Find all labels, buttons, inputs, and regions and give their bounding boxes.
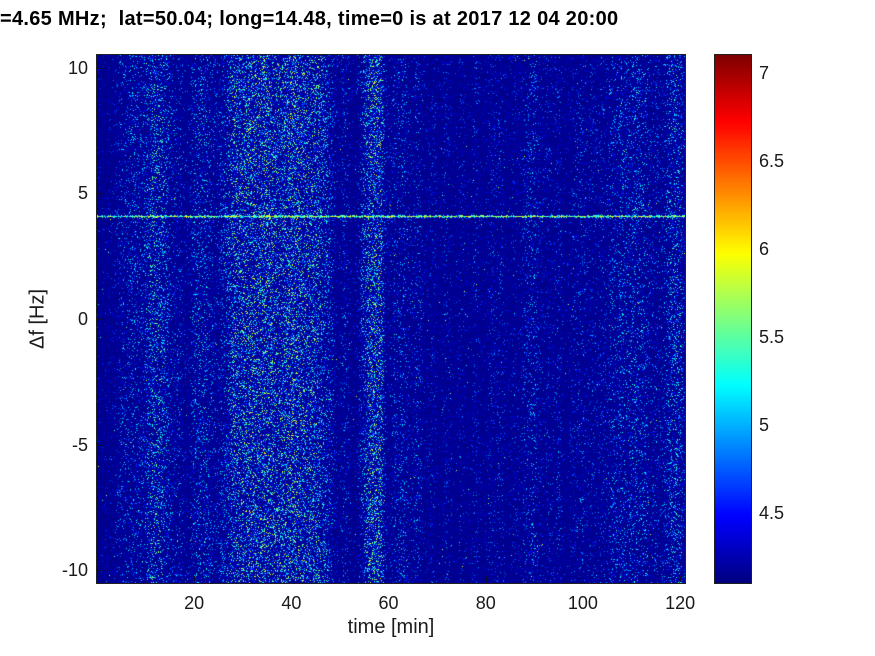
heatmap-canvas (97, 55, 685, 583)
y-tick-mark (98, 570, 104, 572)
x-tick-label: 40 (281, 593, 302, 613)
x-tick-mark (291, 576, 293, 582)
x-tick-mark (680, 576, 682, 582)
y-tick-label: -5 (71, 434, 88, 455)
x-tick-label: 20 (184, 593, 205, 613)
y-tick-label: -10 (61, 560, 88, 581)
y-tick-mark (98, 193, 104, 195)
x-tick-mark (485, 576, 487, 582)
x-tick-mark (194, 576, 196, 582)
heatmap-plot (96, 54, 686, 584)
colorbar-tick-label: 5.5 (759, 326, 785, 347)
x-tick-label: 60 (378, 593, 399, 613)
colorbar-tick-label: 4.5 (759, 502, 785, 523)
colorbar-tick-label: 6 (759, 238, 770, 259)
y-tick-label: 0 (77, 309, 88, 329)
colorbar (714, 54, 752, 584)
x-tick-label: 120 (665, 593, 696, 613)
y-tick-mark (98, 67, 104, 69)
x-tick-label: 80 (475, 593, 496, 613)
y-tick-mark (98, 444, 104, 446)
y-tick-label: 5 (77, 183, 88, 204)
colorbar-tick-label: 6.5 (759, 150, 785, 171)
x-axis-label: time [min] (347, 616, 435, 638)
chart-title: =4.65 MHz; lat=50.04; long=14.48, time=0… (0, 8, 619, 30)
x-tick-mark (582, 576, 584, 582)
colorbar-tick-label: 5 (759, 414, 770, 435)
x-tick-mark (388, 576, 390, 582)
y-tick-label: 10 (67, 57, 88, 78)
y-tick-mark (98, 319, 104, 320)
colorbar-tick-label: 7 (759, 62, 770, 83)
x-tick-label: 100 (567, 593, 598, 613)
colorbar-canvas (715, 55, 751, 583)
